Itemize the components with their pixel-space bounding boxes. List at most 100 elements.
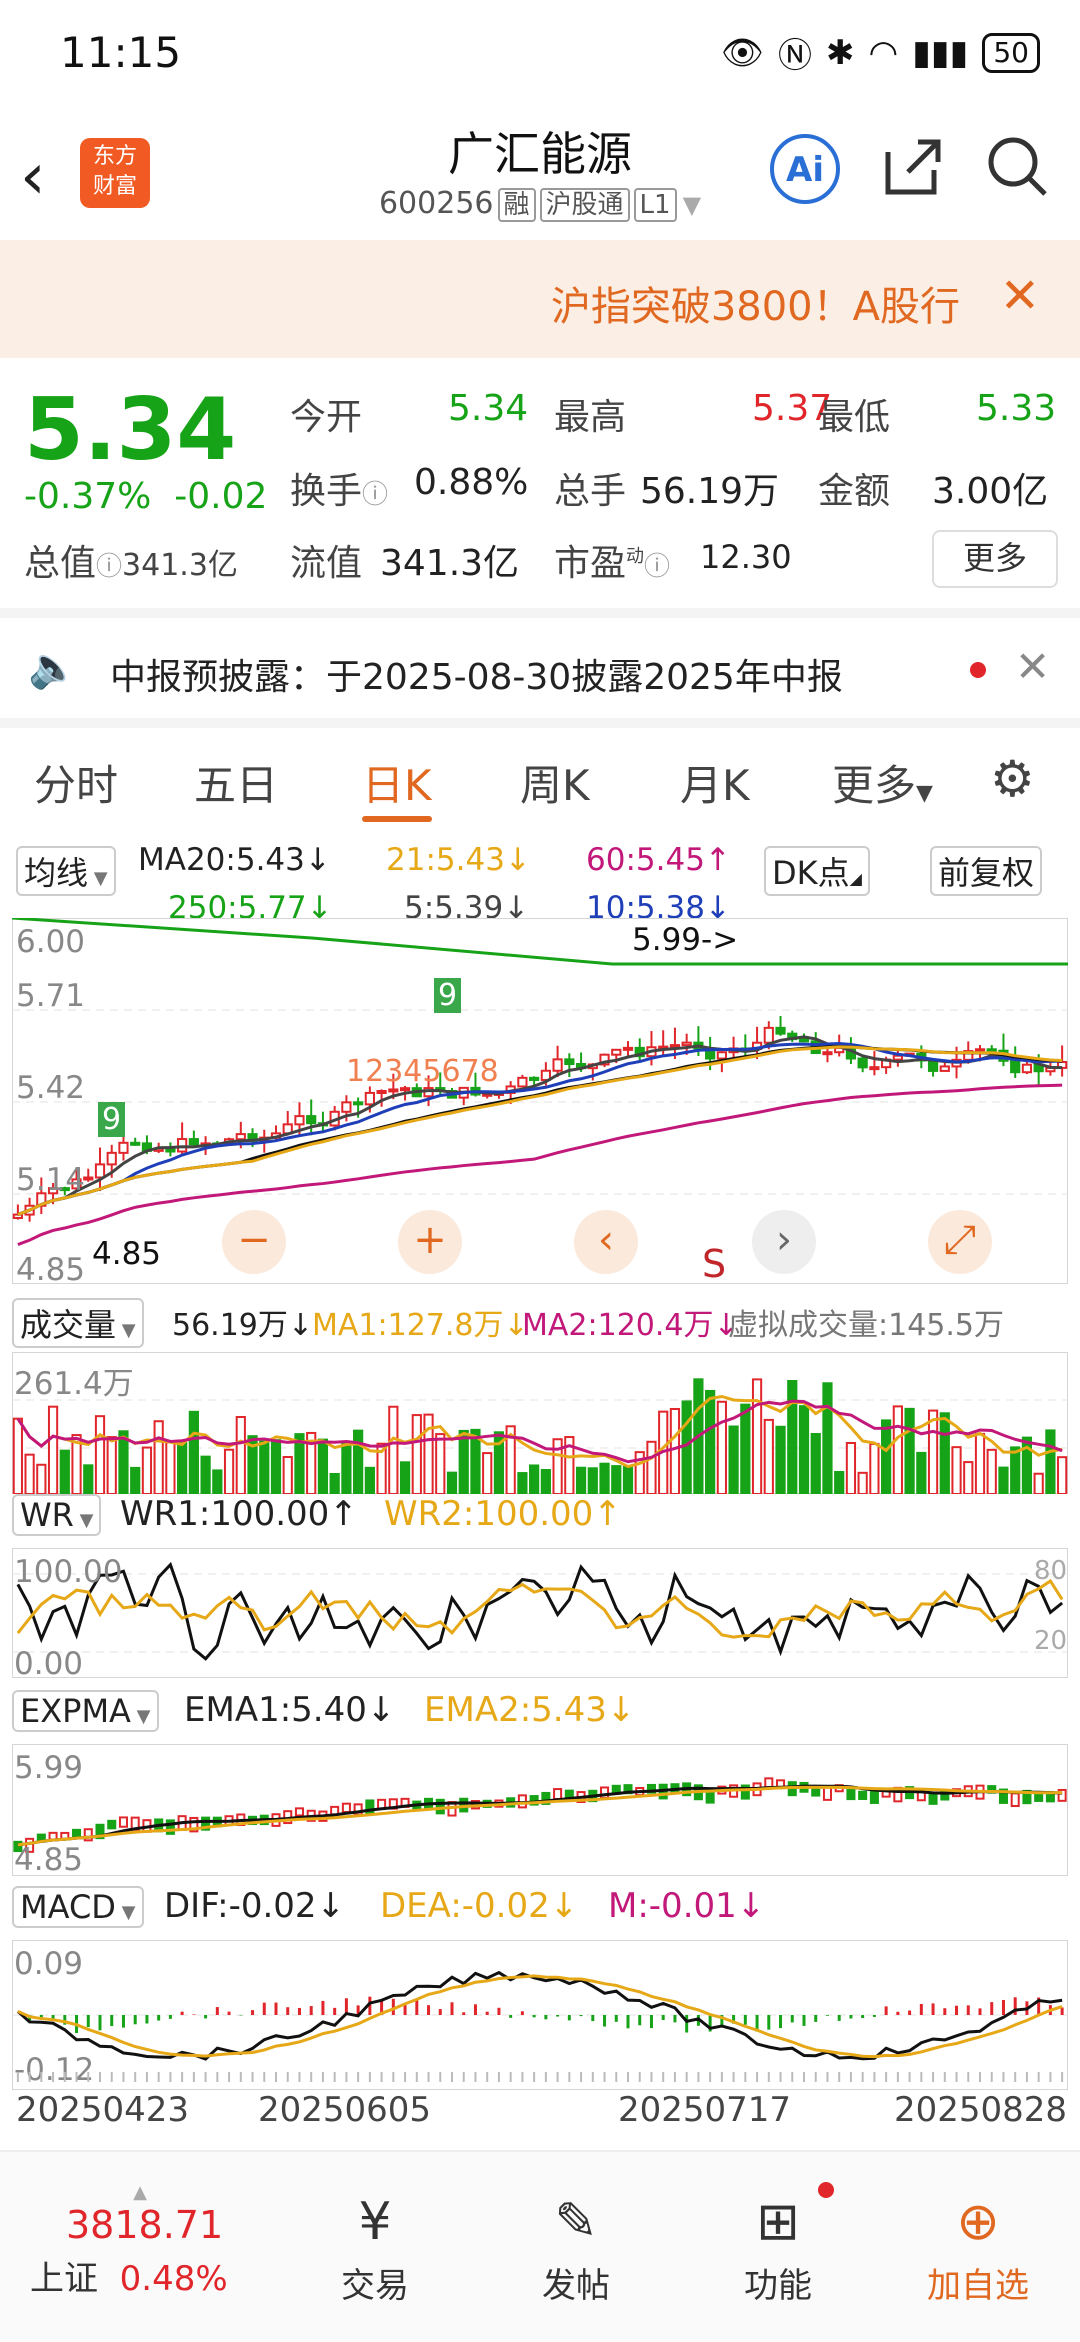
fullscreen-icon[interactable]: ⤢: [928, 1210, 992, 1274]
news-banner[interactable]: 沪指突破3800！A股行 ✕: [0, 240, 1080, 358]
expma-candle: [858, 1790, 868, 1800]
kline-y-label: 5.42: [16, 1070, 86, 1106]
ai-button[interactable]: Ai: [770, 134, 840, 204]
candle-body: [294, 1115, 305, 1126]
tab-intraday[interactable]: 分时: [34, 761, 119, 810]
pe-label-text: 市盈: [554, 543, 627, 584]
wr1-line: [16, 1561, 1064, 1661]
dif-label: DIF:-0.02↓: [164, 1886, 346, 1926]
status-icons: 👁 Ⓝ ✱ ◠ ▮▮▮ 50: [721, 28, 1040, 77]
td-nine: 9: [434, 978, 462, 1013]
expma-candle: [764, 1777, 774, 1789]
volume-bar: [341, 1440, 352, 1494]
active-tab-indicator: [362, 816, 432, 822]
dk-label: DK点: [772, 854, 850, 892]
total-cap-value: 341.3亿: [122, 548, 238, 583]
chevron-right-icon[interactable]: ›: [752, 1210, 816, 1274]
pe-value: 12.30: [700, 538, 792, 576]
sell-signal: S: [702, 1242, 727, 1286]
nfc-icon: Ⓝ: [778, 36, 813, 76]
info-icon[interactable]: ⓘ: [96, 552, 123, 582]
volume-bar: [728, 1425, 739, 1494]
close-icon[interactable]: ✕: [1015, 642, 1051, 691]
tab-five-day[interactable]: 五日: [194, 761, 279, 810]
turnover-label-text: 换手: [290, 471, 363, 512]
banner-text[interactable]: 沪指突破3800！A股行: [550, 284, 960, 330]
notice-text[interactable]: 中报预披露：于2025-08-30披露2025年中报: [110, 657, 843, 698]
turnover-label: 换手ⓘ: [290, 462, 388, 514]
candle-body: [94, 1163, 106, 1179]
ma-selector[interactable]: 均线 ▼: [16, 846, 116, 896]
volume-bar: [1045, 1429, 1056, 1494]
volume-bar: [904, 1407, 915, 1494]
tab-more[interactable]: 更多▼: [832, 752, 933, 813]
volume-selector[interactable]: 成交量 ▼: [12, 1298, 144, 1348]
nav-trade[interactable]: ¥ 交易: [305, 2192, 445, 2307]
expma-candle: [189, 1816, 199, 1833]
share-icon[interactable]: [880, 134, 944, 198]
ema1-label: EMA1:5.40↓: [184, 1690, 396, 1730]
volume-bar: [974, 1432, 986, 1494]
macd-chart[interactable]: [12, 1940, 1068, 2090]
volume-chart[interactable]: [12, 1352, 1068, 1494]
volume-bar: [1033, 1472, 1044, 1494]
volume-bar: [399, 1461, 411, 1494]
expma-chart[interactable]: [12, 1744, 1068, 1876]
search-icon[interactable]: [985, 134, 1049, 198]
ma250-label: 250:5.77↓: [168, 890, 333, 926]
info-icon[interactable]: ⓘ: [644, 552, 671, 582]
volume-bar: [916, 1451, 927, 1494]
edit-icon: ✎: [554, 2192, 598, 2252]
ma21-line: [17, 1045, 1063, 1216]
wr-chart[interactable]: [12, 1548, 1068, 1678]
zoom-out-button[interactable]: −: [222, 1210, 286, 1274]
nav-add-watchlist[interactable]: ⊕ 加自选: [908, 2192, 1048, 2307]
back-icon[interactable]: ‹: [20, 140, 46, 214]
chart-frame: [12, 1548, 1068, 1678]
adjust-button[interactable]: 前复权: [930, 846, 1043, 896]
volume-bar: [247, 1435, 258, 1494]
tab-monthly-k[interactable]: 月K: [680, 761, 750, 810]
stock-code-row[interactable]: 600256 融沪股通 L1 ▼: [0, 184, 1080, 222]
amount-label: 金额: [818, 471, 891, 512]
close-icon[interactable]: ✕: [999, 268, 1040, 324]
kline-chart[interactable]: [12, 918, 1068, 1284]
dk-point-button[interactable]: DK点◢: [764, 846, 870, 896]
dropdown-icon: ▼: [682, 191, 702, 219]
candle-body: [798, 1038, 810, 1043]
volume-bar: [845, 1441, 857, 1494]
volume-bar: [552, 1438, 563, 1494]
app-logo[interactable]: 东方 财富: [80, 138, 150, 208]
kline-y-label: 4.85: [16, 1252, 86, 1288]
date-label: 20250717: [618, 2090, 792, 2130]
nav-function[interactable]: ⊞ 功能: [708, 2192, 848, 2307]
wr2-label: WR2:100.00↑: [384, 1494, 622, 1534]
m-label: M:-0.01↓: [608, 1886, 766, 1926]
index-ticker[interactable]: ▲ 3818.71 上证 0.48%: [30, 2182, 260, 2300]
volume-bar: [798, 1405, 810, 1494]
zoom-in-button[interactable]: +: [398, 1210, 462, 1274]
quote-panel: 5.34 -0.37% -0.02 总值ⓘ341.3亿 今开 5.34 最高 5…: [0, 358, 1080, 606]
tab-weekly-k[interactable]: 周K: [520, 761, 590, 810]
wr-selector[interactable]: WR ▼: [12, 1494, 102, 1536]
notice-bar[interactable]: 🔈 中报预披露：于2025-08-30披露2025年中报 ✕: [0, 608, 1080, 718]
td-num: 2: [365, 1054, 385, 1089]
wr-ref-20: 20: [1034, 1626, 1068, 1656]
change-abs: -0.02: [174, 476, 268, 517]
candle-body: [599, 1053, 610, 1066]
info-icon[interactable]: ⓘ: [362, 480, 389, 510]
expma-candle: [107, 1819, 117, 1830]
bluetooth-icon: ✱: [826, 32, 855, 73]
gear-icon[interactable]: ⚙: [990, 750, 1035, 808]
macd-selector[interactable]: MACD ▼: [12, 1886, 144, 1928]
more-button[interactable]: 更多: [932, 530, 1058, 588]
tab-daily-k[interactable]: 日K: [362, 761, 432, 810]
expma-candle: [13, 1840, 23, 1853]
volume-bar: [787, 1380, 798, 1494]
chevron-left-icon[interactable]: ‹: [574, 1210, 638, 1274]
expma-selector[interactable]: EXPMA ▼: [12, 1690, 159, 1732]
nav-post[interactable]: ✎ 发帖: [506, 2192, 646, 2307]
volume-bar: [740, 1403, 751, 1494]
candle-body: [376, 1089, 387, 1094]
candle-body: [775, 1026, 786, 1035]
